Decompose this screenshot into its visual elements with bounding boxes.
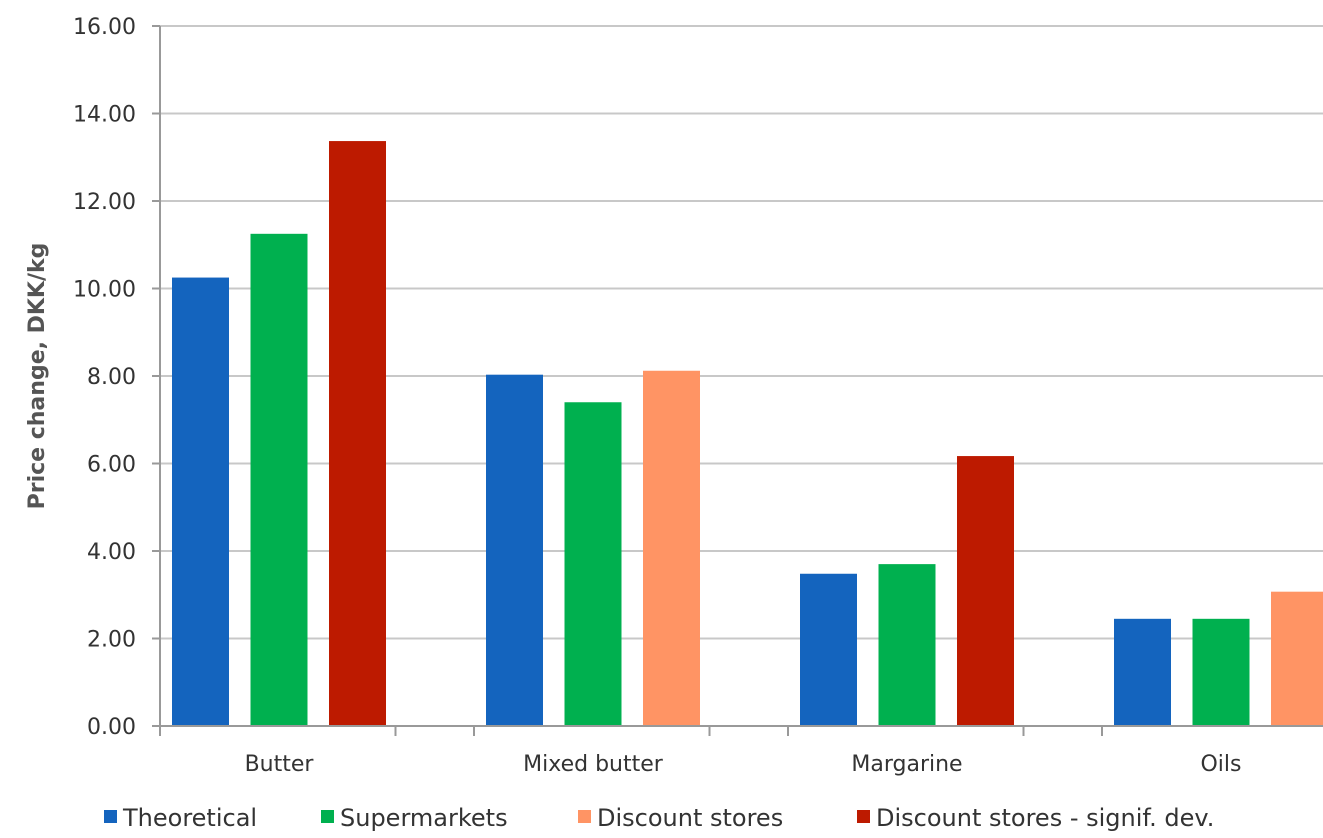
x-category-label: Butter <box>245 752 315 777</box>
bar-oils <box>1271 591 1323 726</box>
y-tick-label: 14.00 <box>73 103 136 128</box>
x-category-label: Oils <box>1200 752 1241 777</box>
legend-item: Discount stores <box>578 804 783 832</box>
legend-label: Supermarkets <box>340 804 508 832</box>
y-tick-label: 6.00 <box>87 453 136 478</box>
y-axis-title: Price change, DKK/kg <box>25 243 50 510</box>
legend-swatch <box>578 810 591 823</box>
legend-label: Discount stores - signif. dev. <box>876 804 1214 832</box>
legend-item: Discount stores - signif. dev. <box>857 804 1214 832</box>
y-tick-label: 8.00 <box>87 365 136 390</box>
bar-mixed-butter <box>564 402 622 726</box>
bar-oils <box>1192 618 1250 726</box>
legend-item: Theoretical <box>104 804 257 832</box>
legend-label: Theoretical <box>122 804 257 832</box>
x-category-label: Mixed butter <box>523 752 664 777</box>
y-tick-label: 10.00 <box>73 278 136 303</box>
bar-margarine <box>800 573 857 726</box>
bar-mixed-butter <box>643 370 700 726</box>
bar-margarine <box>878 564 936 726</box>
y-tick-label: 16.00 <box>73 15 136 40</box>
bar-butter <box>250 233 308 726</box>
bar-oils <box>1114 618 1171 726</box>
bar-butter <box>329 141 386 726</box>
legend-label: Discount stores <box>597 804 783 832</box>
y-tick-label: 2.00 <box>87 628 136 653</box>
y-tick-label: 4.00 <box>87 540 136 565</box>
y-tick-label: 0.00 <box>87 715 136 740</box>
legend-swatch <box>104 810 117 823</box>
bar-margarine <box>957 456 1014 726</box>
legend-item: Supermarkets <box>321 804 508 832</box>
legend-swatch <box>857 810 870 823</box>
bar-mixed-butter <box>486 374 543 726</box>
bar-butter <box>172 277 229 726</box>
x-category-label: Margarine <box>851 752 962 777</box>
y-tick-label: 12.00 <box>73 190 136 215</box>
legend-swatch <box>321 810 334 823</box>
